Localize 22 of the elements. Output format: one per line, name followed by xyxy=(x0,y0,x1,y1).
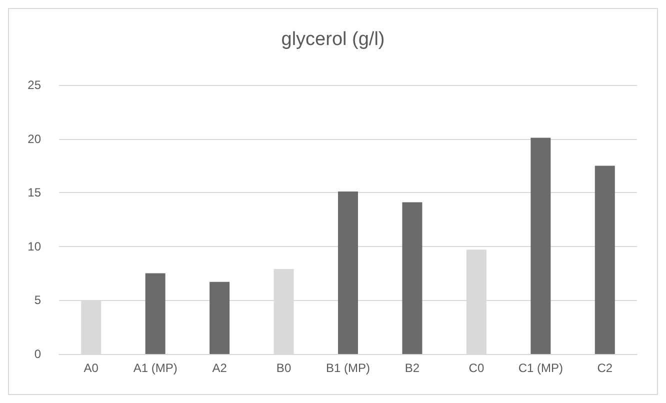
x-tick-label: A0 xyxy=(84,361,99,375)
chart-title: glycerol (g/l) xyxy=(281,29,385,50)
bar xyxy=(210,282,230,354)
x-tick-label: B1 (MP) xyxy=(326,361,370,375)
bar xyxy=(402,202,422,354)
bar xyxy=(338,192,358,354)
x-tick-label: C1 (MP) xyxy=(518,361,564,375)
x-tick-label: C2 xyxy=(597,361,613,375)
x-tick-label: C0 xyxy=(468,361,484,375)
bar xyxy=(530,138,551,354)
y-tick-label: 20 xyxy=(28,132,42,146)
y-tick-label: 0 xyxy=(34,347,42,361)
bar xyxy=(145,273,166,354)
x-tick-label: B2 xyxy=(404,361,420,375)
y-tick-label: 15 xyxy=(28,186,42,200)
bar xyxy=(594,166,615,354)
x-tick-label: A2 xyxy=(212,361,228,375)
x-tick-label: A1 (MP) xyxy=(133,361,178,375)
y-tick-label: 5 xyxy=(34,293,42,308)
y-tick-label: 25 xyxy=(28,78,42,92)
x-tick-label: B0 xyxy=(276,361,292,375)
y-tick-label: 10 xyxy=(28,239,42,254)
